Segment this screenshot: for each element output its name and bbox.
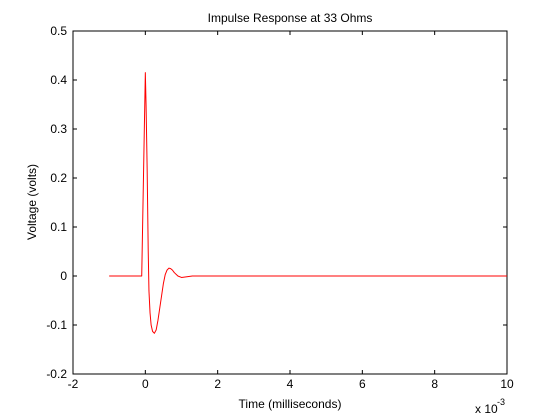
- y-tick-label: 0.5: [50, 24, 67, 38]
- plot-area: [72, 30, 508, 375]
- y-tick-label: 0.3: [50, 122, 67, 136]
- y-tick-label: -0.2: [46, 367, 67, 381]
- x-axis-exponent: x 10 -3: [475, 397, 505, 416]
- y-tick-label: 0.2: [50, 171, 67, 185]
- x-tick-label: 10: [500, 377, 514, 391]
- x-exponent-power: -3: [497, 397, 505, 407]
- tick-labels: -2 0 2 4 6 8 10 -0.2 -0.1 0 0.1 0.2 0.3 0.4 0.5: [46, 24, 514, 391]
- x-tick-label: 8: [431, 377, 438, 391]
- y-tick-label: 0.1: [50, 220, 67, 234]
- series-group: [109, 72, 507, 334]
- y-tick-label: -0.1: [46, 318, 67, 332]
- x-tick-label: 4: [287, 377, 294, 391]
- x-exponent-base: x 10: [475, 402, 498, 416]
- y-axis-label: Voltage (volts): [25, 164, 39, 240]
- x-tick-label: 6: [359, 377, 366, 391]
- x-tick-label: 0: [142, 377, 149, 391]
- series-line: [109, 72, 507, 334]
- y-tick-label: 0: [60, 269, 67, 283]
- x-axis-label: Time (milliseconds): [239, 397, 342, 411]
- y-tick-label: 0.4: [50, 73, 67, 87]
- x-tick-label: -2: [68, 377, 79, 391]
- chart-title: Impulse Response at 33 Ohms: [208, 11, 373, 25]
- x-tick-label: 2: [214, 377, 221, 391]
